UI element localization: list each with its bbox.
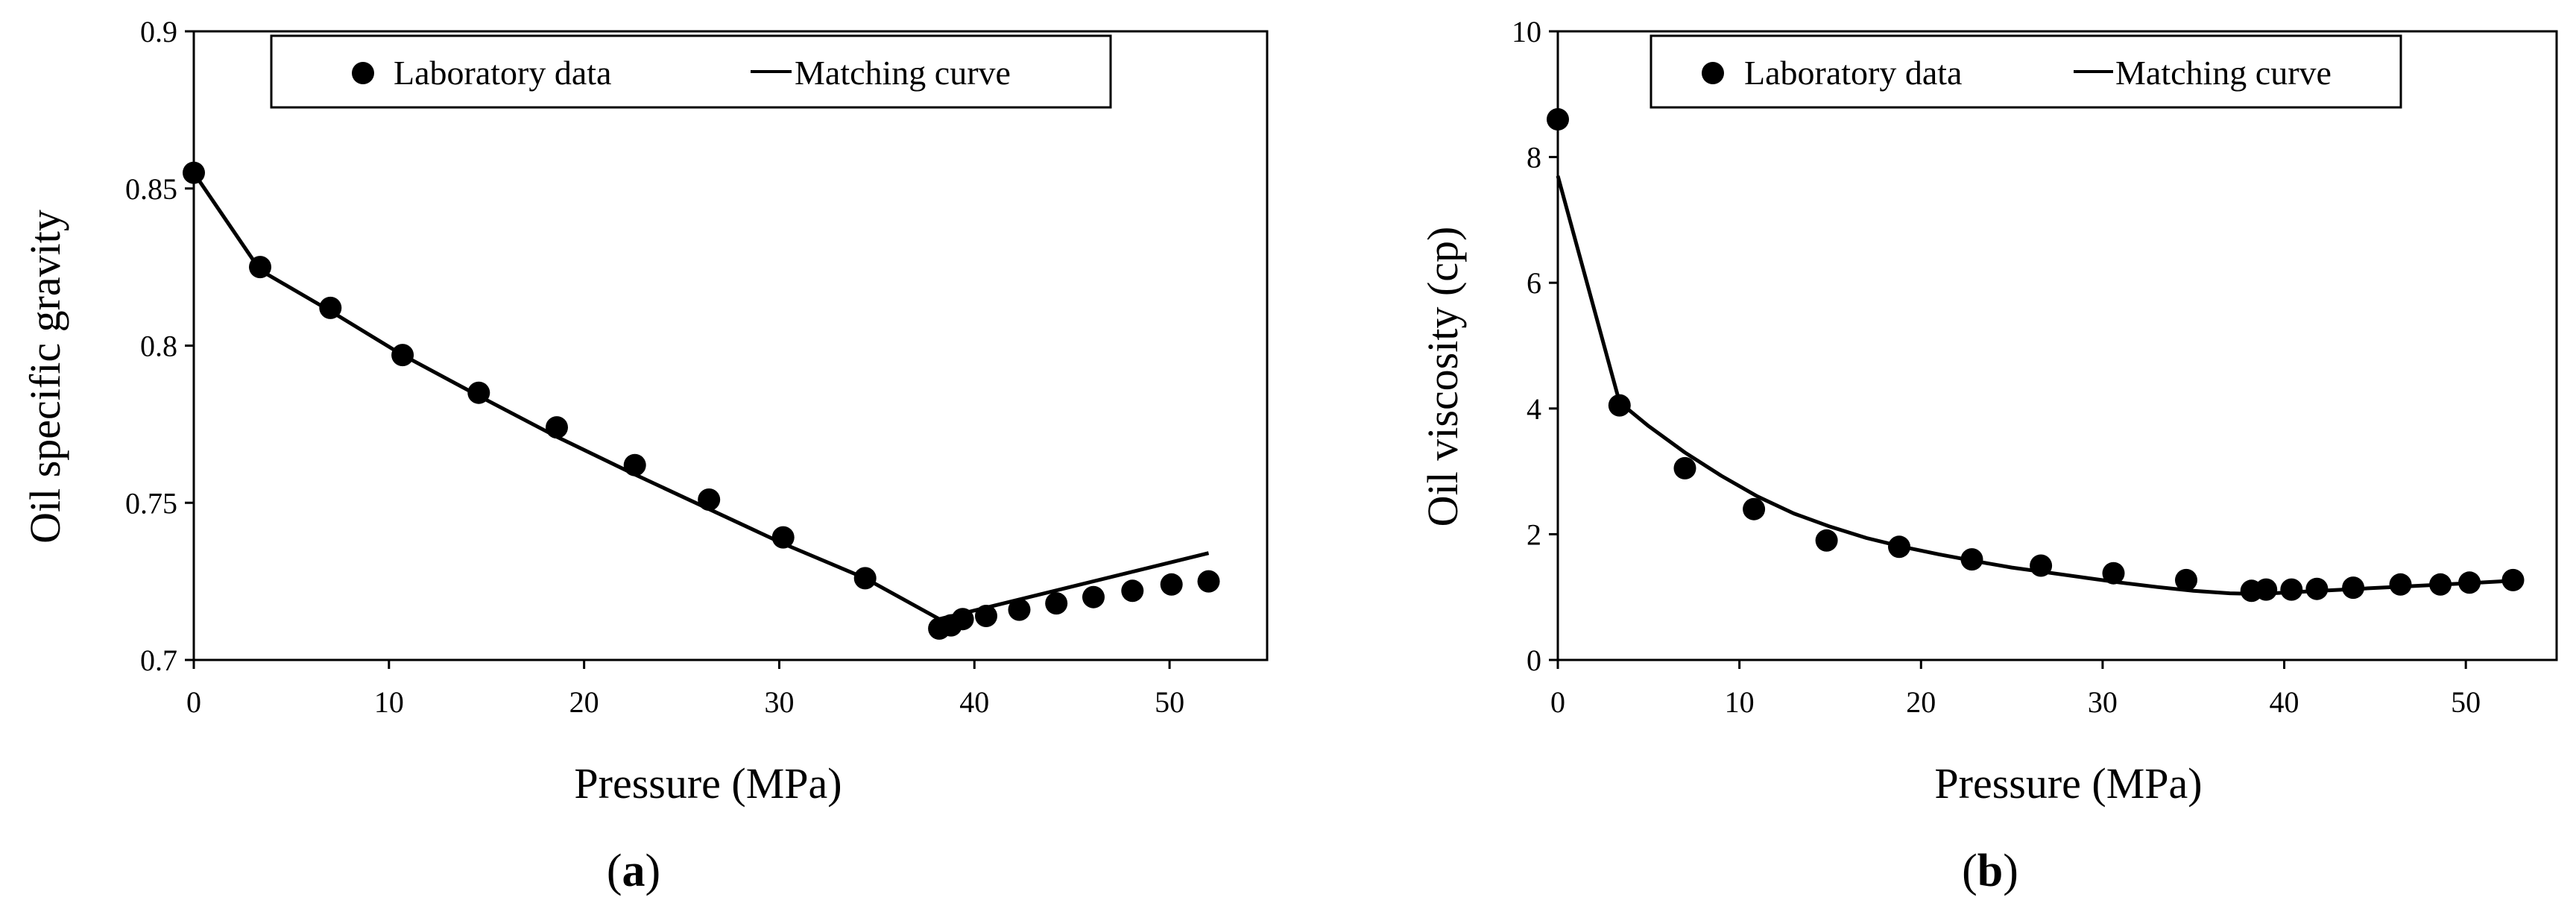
panel-b-lab-data-point (2280, 578, 2303, 601)
panel-a-plot-frame (192, 30, 1269, 661)
panel-b-y-tick-label: 6 (1527, 266, 1541, 300)
panel-b-plot-frame (1556, 30, 2558, 661)
panel-b-lab-data-point (2255, 578, 2278, 601)
panel-b-x-tick-label: 0 (1550, 685, 1565, 719)
panel-a-oil-specific-gravity: 0 10 20 30 40 50 0.7 0.75 0.8 0.85 0.9 Laboratory … (21, 15, 1269, 896)
panel-b-lab-data-point (1547, 108, 1569, 130)
panel-a-lab-data-point (1045, 592, 1068, 615)
panel-a-legend-label-lab: Laboratory data (394, 54, 611, 92)
panel-a-lab-data-point (1197, 570, 1220, 593)
panel-a-lab-data-point (319, 296, 342, 319)
panel-b-x-tick-label: 40 (2270, 685, 2299, 719)
panel-a-y-tick-label: 0.7 (140, 644, 177, 677)
panel-a-legend-marker-icon (352, 62, 374, 84)
panel-b-matching-curve-line (1556, 175, 2513, 596)
panel-a-lab-data-point (1121, 579, 1144, 603)
panel-a-x-tick-label: 0 (186, 685, 201, 719)
panel-a-lab-data-point (183, 161, 205, 184)
panel-b-legend-label-curve: Matching curve (2115, 54, 2332, 92)
panel-b-y-axis-label: Oil viscosity (cp) (1418, 227, 1467, 527)
panel-b-lab-data-point (1673, 456, 1696, 479)
panel-a-lab-data-point (771, 526, 795, 549)
panel-b-lab-data-point (1960, 548, 1983, 571)
panel-b-lab-data-point (2501, 568, 2525, 591)
panel-a-lab-data-point (249, 256, 271, 279)
panel-a-legend-label-curve: Matching curve (795, 54, 1011, 92)
panel-a-lab-data-point (1008, 598, 1031, 621)
panel-b-lab-data-point (1815, 529, 1838, 552)
panel-b-y-tick-label: 8 (1527, 141, 1541, 174)
panel-a-x-tick-label: 10 (374, 685, 404, 719)
panel-b-lab-data-point (2429, 573, 2452, 596)
panel-a-x-tick-label: 30 (764, 685, 794, 719)
panel-b-y-tick-label: 2 (1527, 518, 1541, 551)
panel-b-x-tick-label: 10 (1725, 685, 1755, 719)
panel-b-x-axis-label: Pressure (MPa) (1934, 759, 2202, 808)
panel-a-matching-curve-line (192, 172, 1210, 621)
panel-a-lab-data-point (467, 381, 490, 404)
panel-b-x-tick-label: 20 (1906, 685, 1936, 719)
panel-a-y-tick-label: 0.9 (140, 15, 177, 48)
panel-a-lab-data-point (1160, 573, 1183, 596)
panel-a-lab-data-point (853, 567, 877, 590)
panel-b-lab-data-point (2389, 573, 2412, 596)
panel-b-lab-data-point (1743, 497, 1766, 521)
panel-a-lab-data-point (951, 608, 974, 631)
panel-a-y-tick-label: 0.85 (125, 172, 177, 206)
panel-a-lab-data-point (623, 453, 646, 477)
panel-a-y-tick-label: 0.75 (125, 486, 177, 520)
panel-b-y-tick-label: 10 (1512, 15, 1541, 48)
panel-a-lab-data-point (546, 416, 568, 439)
panel-b-legend: Laboratory data Matching curve (1650, 34, 2402, 109)
panel-b-lab-data-point (2102, 562, 2125, 585)
panel-b-y-tick-label: 0 (1527, 644, 1541, 677)
panel-b-legend-label-lab: Laboratory data (1744, 54, 1962, 92)
panel-b-oil-viscosity: 0 10 20 30 40 50 0 2 4 6 8 10 Laboratory data Match… (1418, 15, 2558, 896)
panel-b-x-tick-label: 50 (2451, 685, 2481, 719)
panel-b-lab-data-point (2458, 571, 2481, 594)
panel-a-x-tick-label: 40 (959, 685, 989, 719)
panel-b-lab-data-point (1888, 535, 1910, 559)
panel-a-x-axis-label: Pressure (MPa) (574, 759, 842, 808)
panel-a-lab-data-point (975, 605, 997, 627)
panel-a-legend-box (270, 34, 1112, 109)
panel-a-x-tick-label: 20 (569, 685, 599, 719)
panel-a-plot-area: 0 10 20 30 40 50 0.7 0.75 0.8 0.85 0.9 (125, 15, 1269, 719)
panel-b-x-tick-label: 30 (2088, 685, 2118, 719)
panel-a-legend: Laboratory data Matching curve (270, 34, 1112, 109)
panel-b-lab-data-point (2175, 568, 2197, 591)
panel-a-y-tick-label: 0.8 (140, 330, 177, 363)
panel-a-x-tick-label: 50 (1155, 685, 1184, 719)
panel-b-legend-box (1650, 34, 2402, 109)
panel-b-plot-area: 0 10 20 30 40 50 0 2 4 6 8 10 (1512, 15, 2558, 719)
panel-b-lab-data-point (1608, 394, 1631, 417)
panel-b-lab-data-point (2305, 577, 2329, 600)
panel-a-caption-label: (a) (607, 846, 660, 896)
panel-b-lab-data-point (2342, 576, 2365, 600)
panel-a-y-axis-label: Oil specific gravity (21, 210, 69, 544)
panel-a-lab-data-point (1082, 585, 1105, 608)
panel-b-caption-label: (b) (1962, 846, 2018, 896)
panel-b-lab-data-point (2030, 554, 2053, 577)
panel-a-lab-data-point (698, 488, 721, 511)
panel-a-lab-data-point (391, 344, 414, 367)
panel-b-legend-marker-icon (1702, 62, 1724, 84)
panel-b-y-tick-label: 4 (1527, 392, 1541, 426)
